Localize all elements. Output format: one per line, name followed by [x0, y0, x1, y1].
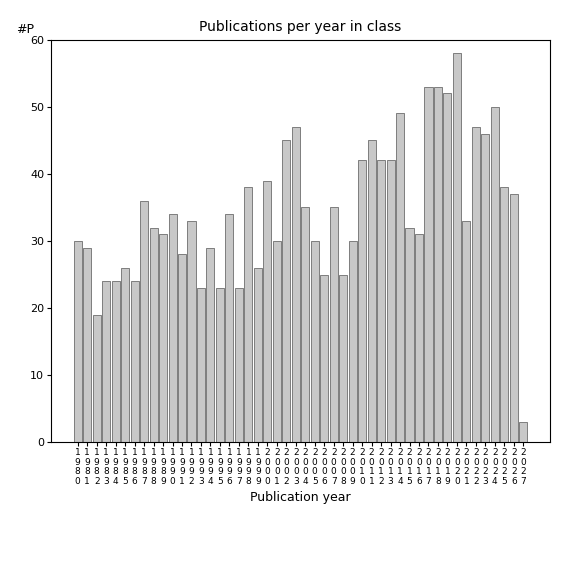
- Bar: [405, 227, 413, 442]
- Bar: [197, 288, 205, 442]
- Bar: [244, 187, 252, 442]
- Bar: [130, 281, 139, 442]
- Bar: [74, 241, 82, 442]
- Title: Publications per year in class: Publications per year in class: [200, 20, 401, 35]
- Bar: [168, 214, 176, 442]
- Bar: [387, 160, 395, 442]
- Bar: [500, 187, 509, 442]
- Bar: [112, 281, 120, 442]
- Bar: [481, 134, 489, 442]
- Bar: [273, 241, 281, 442]
- Bar: [443, 94, 451, 442]
- Bar: [434, 87, 442, 442]
- Bar: [453, 53, 461, 442]
- Bar: [292, 127, 300, 442]
- Bar: [377, 160, 385, 442]
- Bar: [150, 227, 158, 442]
- Bar: [102, 281, 110, 442]
- Bar: [396, 113, 404, 442]
- Bar: [510, 194, 518, 442]
- Bar: [491, 107, 499, 442]
- Bar: [235, 288, 243, 442]
- Bar: [472, 127, 480, 442]
- Bar: [282, 141, 290, 442]
- Bar: [320, 274, 328, 442]
- Bar: [121, 268, 129, 442]
- Bar: [358, 160, 366, 442]
- Bar: [301, 208, 309, 442]
- Bar: [206, 248, 214, 442]
- Bar: [226, 214, 234, 442]
- Bar: [83, 248, 91, 442]
- Bar: [415, 234, 423, 442]
- Bar: [329, 208, 338, 442]
- Bar: [311, 241, 319, 442]
- Bar: [178, 255, 186, 442]
- Bar: [349, 241, 357, 442]
- Bar: [263, 180, 272, 442]
- Bar: [216, 288, 224, 442]
- Bar: [519, 422, 527, 442]
- Bar: [92, 315, 101, 442]
- Bar: [425, 87, 433, 442]
- Bar: [159, 234, 167, 442]
- Bar: [188, 221, 196, 442]
- Bar: [367, 141, 375, 442]
- Bar: [140, 201, 148, 442]
- Text: #P: #P: [16, 23, 34, 36]
- Bar: [254, 268, 262, 442]
- Bar: [462, 221, 471, 442]
- X-axis label: Publication year: Publication year: [250, 492, 351, 505]
- Bar: [339, 274, 347, 442]
